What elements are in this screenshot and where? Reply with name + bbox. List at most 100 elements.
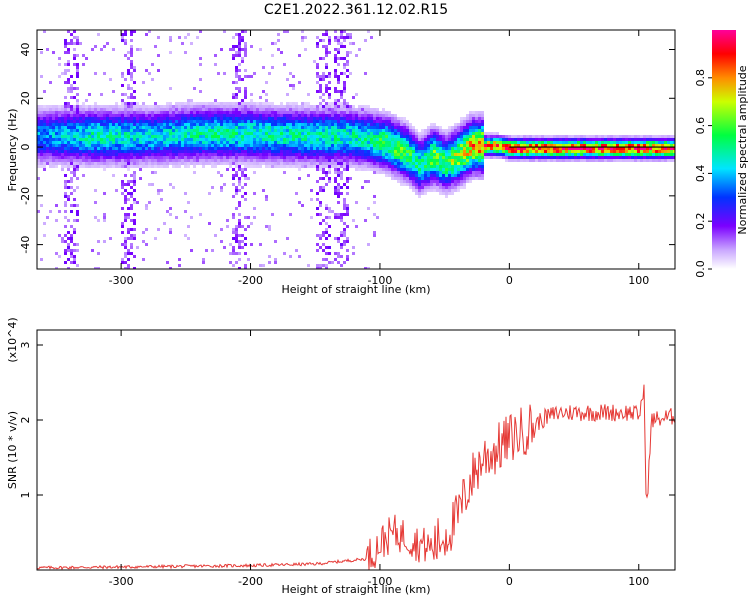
heatmap-cell	[232, 135, 235, 138]
heatmap-cell	[241, 60, 244, 63]
heatmap-cell	[49, 81, 52, 84]
heatmap-cell	[199, 114, 202, 117]
heatmap-cell	[271, 138, 274, 141]
heatmap-cell	[286, 135, 289, 138]
heatmap-cell	[37, 117, 40, 120]
heatmap-cell	[127, 87, 130, 90]
heatmap-cell	[325, 54, 328, 57]
heatmap-cell	[553, 153, 556, 156]
heatmap-cell	[316, 123, 319, 126]
heatmap-cell	[136, 126, 139, 129]
heatmap-cell	[94, 144, 97, 147]
heatmap-cell	[436, 174, 439, 177]
heatmap-cell	[316, 90, 319, 93]
heatmap-cell	[139, 165, 142, 168]
heatmap-cell	[343, 159, 346, 162]
heatmap-cell	[187, 162, 190, 165]
heatmap-cell	[118, 141, 121, 144]
heatmap-cell	[328, 123, 331, 126]
heatmap-cell	[370, 138, 373, 141]
heatmap-cell	[430, 165, 433, 168]
heatmap-cell	[289, 213, 292, 216]
heatmap-cell	[97, 135, 100, 138]
heatmap-cell	[334, 162, 337, 165]
heatmap-cell	[262, 117, 265, 120]
heatmap-cell	[328, 177, 331, 180]
heatmap-cell	[355, 93, 358, 96]
heatmap-cell	[43, 222, 46, 225]
heatmap-cell	[43, 111, 46, 114]
heatmap-cell	[214, 162, 217, 165]
heatmap-cell	[52, 150, 55, 153]
heatmap-cell	[265, 117, 268, 120]
heatmap-cell	[406, 153, 409, 156]
heatmap-cell	[442, 183, 445, 186]
heatmap-cell	[325, 156, 328, 159]
heatmap-cell	[127, 252, 130, 255]
heatmap-cell	[397, 180, 400, 183]
heatmap-cell	[238, 69, 241, 72]
heatmap-cell	[361, 138, 364, 141]
heatmap-cell	[187, 132, 190, 135]
heatmap-cell	[673, 153, 675, 156]
heatmap-cell	[193, 105, 196, 108]
heatmap-cell	[64, 117, 67, 120]
heatmap-cell	[568, 150, 571, 153]
heatmap-cell	[118, 129, 121, 132]
heatmap-cell	[421, 141, 424, 144]
heatmap-cell	[478, 114, 481, 117]
heatmap-cell	[463, 132, 466, 135]
heatmap-cell	[319, 204, 322, 207]
heatmap-cell	[244, 150, 247, 153]
heatmap-cell	[235, 120, 238, 123]
heatmap-cell	[238, 102, 241, 105]
heatmap-cell	[502, 135, 505, 138]
heatmap-cell	[235, 117, 238, 120]
heatmap-cell	[334, 171, 337, 174]
heatmap-cell	[502, 141, 505, 144]
heatmap-cell	[475, 153, 478, 156]
heatmap-cell	[670, 138, 673, 141]
heatmap-cell	[223, 141, 226, 144]
heatmap-cell	[340, 117, 343, 120]
heatmap-cell	[439, 132, 442, 135]
heatmap-cell	[259, 138, 262, 141]
heatmap-cell	[121, 135, 124, 138]
heatmap-cell	[40, 162, 43, 165]
heatmap-cell	[133, 105, 136, 108]
heatmap-cell	[115, 135, 118, 138]
heatmap-cell	[70, 132, 73, 135]
heatmap-cell	[625, 156, 628, 159]
heatmap-cell	[43, 156, 46, 159]
heatmap-cell	[250, 117, 253, 120]
heatmap-cell	[37, 177, 40, 180]
heatmap-cell	[328, 141, 331, 144]
heatmap-cell	[253, 156, 256, 159]
heatmap-cell	[469, 162, 472, 165]
heatmap-cell	[208, 156, 211, 159]
heatmap-cell	[301, 159, 304, 162]
heatmap-cell	[403, 168, 406, 171]
heatmap-cell	[229, 261, 232, 264]
heatmap-cell	[139, 108, 142, 111]
heatmap-cell	[199, 126, 202, 129]
heatmap-cell	[127, 123, 130, 126]
heatmap-cell	[73, 57, 76, 60]
heatmap-cell	[289, 126, 292, 129]
heatmap-cell	[148, 144, 151, 147]
heatmap-cell	[382, 165, 385, 168]
heatmap-cell	[481, 159, 484, 162]
heatmap-cell	[166, 210, 169, 213]
heatmap-cell	[265, 144, 268, 147]
heatmap-cell	[85, 156, 88, 159]
heatmap-cell	[448, 174, 451, 177]
heatmap-cell	[70, 87, 73, 90]
heatmap-cell	[316, 165, 319, 168]
heatmap-cell	[349, 72, 352, 75]
heatmap-cell	[448, 132, 451, 135]
heatmap-cell	[124, 189, 127, 192]
heatmap-cell	[352, 159, 355, 162]
heatmap-cell	[214, 132, 217, 135]
heatmap-cell	[481, 129, 484, 132]
heatmap-cell	[355, 54, 358, 57]
